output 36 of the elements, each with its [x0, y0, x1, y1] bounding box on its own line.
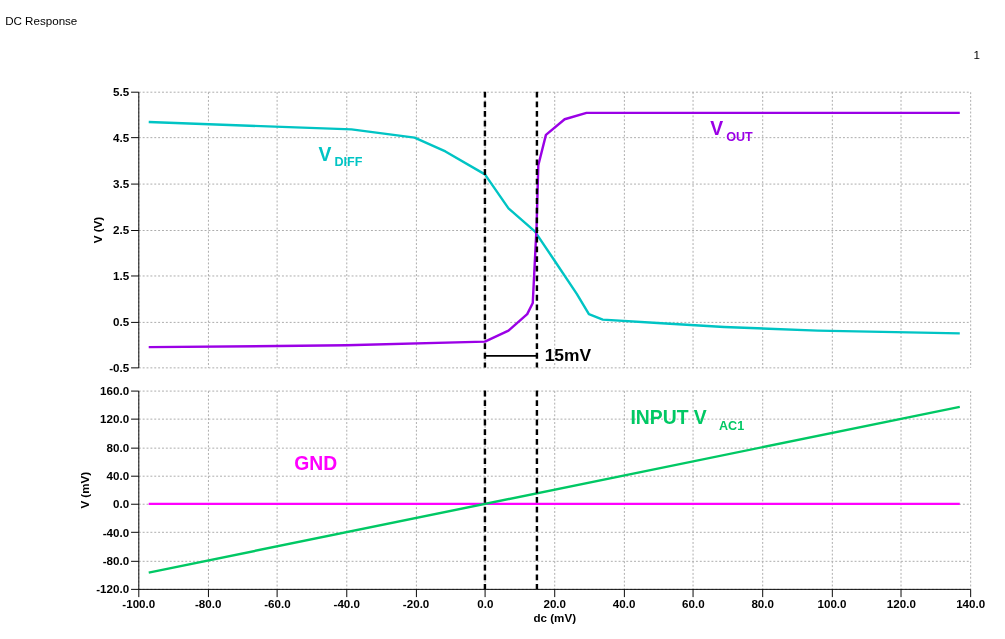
x-tick-label: 60.0 — [682, 596, 705, 610]
x-tick-label: -100.0 — [122, 596, 156, 610]
y-tick-label: 120.0 — [100, 412, 130, 426]
y-tick-label: 80.0 — [106, 440, 130, 454]
x-tick-label: 20.0 — [543, 596, 567, 610]
annotation: 15mV — [544, 344, 592, 365]
x-tick-label: 120.0 — [886, 596, 916, 610]
series-label: INPUT V AC1 — [630, 405, 745, 433]
x-axis-title: dc (mV) — [533, 611, 577, 625]
y-tick-label: 40.0 — [106, 468, 130, 482]
x-tick-label: 80.0 — [751, 596, 774, 610]
y-tick-label: 160.0 — [100, 383, 130, 397]
x-tick-label: -40.0 — [333, 596, 360, 610]
y-tick-label: 3.5 — [113, 176, 130, 190]
y-tick-label: 0.0 — [113, 497, 130, 511]
x-tick-label: -60.0 — [264, 596, 291, 610]
y-tick-label: -120.0 — [96, 582, 130, 596]
y-tick-label: 2.5 — [113, 222, 130, 236]
x-tick-label: -20.0 — [402, 596, 430, 610]
y-tick-label: -40.0 — [102, 525, 130, 539]
x-tick-label: -80.0 — [194, 596, 222, 610]
y-tick-label: -80.0 — [102, 553, 130, 567]
y-tick-label: 0.5 — [113, 314, 130, 328]
series-label: GND — [294, 451, 338, 474]
x-tick-label: 0.0 — [477, 596, 494, 610]
y-tick-label: 5.5 — [113, 85, 130, 99]
x-tick-label: 140.0 — [956, 596, 986, 610]
y-tick-label: 4.5 — [113, 131, 130, 144]
text: DC Response — [5, 13, 78, 27]
y-tick-label: 1.5 — [113, 268, 130, 282]
x-tick-label: 40.0 — [612, 596, 636, 610]
y-axis-title: V (V) — [91, 216, 105, 244]
y-axis-title: V (mV) — [78, 471, 92, 509]
y-tick-label: -0.5 — [109, 360, 130, 374]
text: 1 — [973, 47, 980, 61]
x-tick-label: 100.0 — [817, 596, 847, 610]
